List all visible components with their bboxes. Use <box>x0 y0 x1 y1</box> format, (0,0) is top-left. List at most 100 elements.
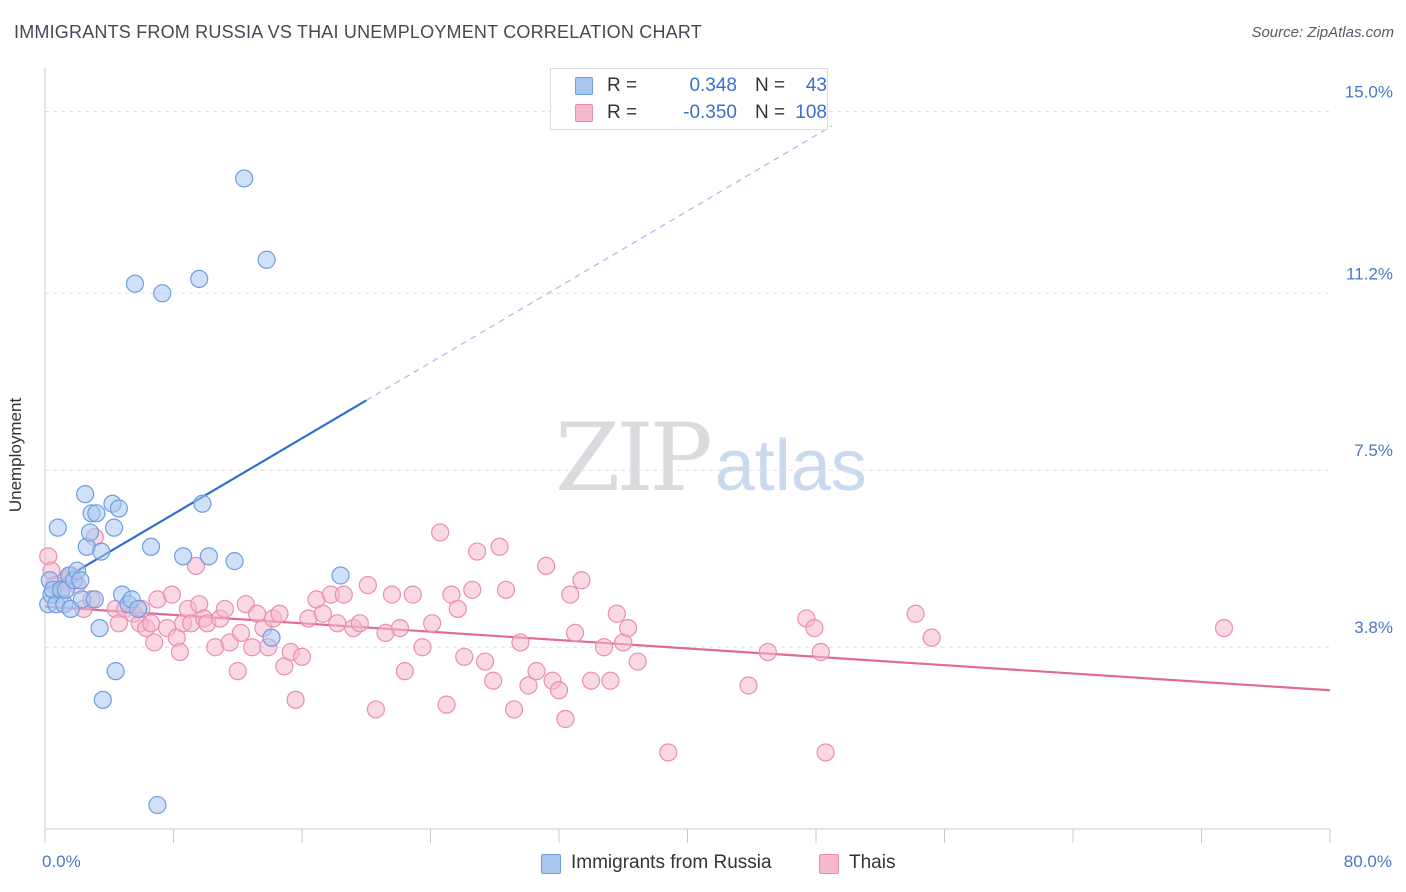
r-value: 0.348 <box>689 75 737 96</box>
thais-point <box>313 604 332 623</box>
y-tick-label: 7.5% <box>1354 441 1393 460</box>
thais-point <box>455 647 474 666</box>
russia-point <box>93 690 112 709</box>
russia-point <box>190 269 209 289</box>
russia-point <box>90 618 109 638</box>
thais-point <box>431 523 450 542</box>
thais-point <box>292 647 312 666</box>
y-tick-labels: 3.8% 7.5% 11.2% 15.0% <box>1345 82 1393 637</box>
russia-point <box>262 628 281 647</box>
thais-point <box>423 614 442 633</box>
russia-point <box>80 523 100 542</box>
thais-point <box>601 671 620 690</box>
russia-point <box>331 566 350 585</box>
n-value: 108 <box>795 102 827 123</box>
russia-point <box>129 599 148 619</box>
legend-label-russia: Immigrants from Russia <box>571 852 772 873</box>
russia-point <box>225 552 244 571</box>
thais-point <box>922 628 941 647</box>
legend-swatch-thais <box>819 854 839 874</box>
russia-point <box>141 537 161 556</box>
thais-point <box>519 676 538 695</box>
thais-point <box>758 642 777 662</box>
thais-point <box>463 580 482 599</box>
thais-point <box>170 642 190 662</box>
r-value: -0.350 <box>683 102 737 123</box>
thais-point <box>350 614 369 633</box>
russia-trend-extension <box>365 125 833 401</box>
thais-point <box>572 571 591 590</box>
x-tick-label-min: 0.0% <box>42 852 81 871</box>
russia-point <box>85 590 104 609</box>
legend-label-thais: Thais <box>849 852 896 873</box>
y-axis-label: Unemployment <box>6 397 25 513</box>
russia-point <box>153 284 172 303</box>
thais-point <box>549 681 569 700</box>
legend-swatch-russia <box>541 854 561 874</box>
r-label: R = <box>607 75 638 96</box>
thais-point <box>328 614 347 633</box>
thais-point <box>413 638 432 657</box>
thais-point <box>145 633 164 652</box>
axes <box>44 68 1331 843</box>
thais-point <box>811 642 830 662</box>
thais-point <box>286 690 305 709</box>
russia-point <box>125 274 145 293</box>
thais-point <box>231 623 251 642</box>
thais-point <box>1214 618 1234 638</box>
thais-point <box>537 556 556 576</box>
thais-point <box>561 585 580 604</box>
thais-point <box>484 671 503 690</box>
russia-point <box>92 542 111 561</box>
russia-swatch <box>575 77 593 95</box>
thais-point <box>594 638 614 657</box>
thais-point <box>607 604 626 623</box>
thais-point <box>504 700 524 719</box>
russia-point <box>106 662 125 681</box>
russia-point <box>76 485 95 504</box>
russia-point <box>87 504 106 523</box>
thais-point <box>186 556 206 576</box>
y-tick-label: 15.0% <box>1345 82 1393 101</box>
thais-point <box>390 618 410 638</box>
thais-point <box>243 638 262 657</box>
thais-swatch <box>575 104 593 122</box>
thais-point <box>366 700 385 719</box>
thais-point <box>565 623 585 642</box>
russia-point <box>235 169 254 188</box>
thais-point <box>437 695 456 714</box>
thais-point <box>805 618 824 638</box>
data-points <box>39 169 1234 815</box>
n-label: N = <box>755 102 786 123</box>
legend: Immigrants from Russia Thais <box>0 852 1406 878</box>
y-tick-label: 11.2% <box>1346 264 1393 283</box>
thais-point <box>476 652 495 671</box>
thais-point <box>270 604 289 623</box>
russia-point <box>104 518 124 537</box>
russia-point <box>71 571 90 590</box>
thais-point <box>490 537 509 556</box>
russia-point <box>199 547 218 566</box>
r-label: R = <box>607 102 638 123</box>
thais-point <box>511 633 530 652</box>
russia-point <box>148 795 167 815</box>
correlation-stats-box: R = 0.348 N = 43 R = -0.350 N = 108 <box>550 68 828 130</box>
russia-point <box>48 518 67 537</box>
thais-point <box>496 580 516 599</box>
y-tick-label: 3.8% <box>1354 618 1393 637</box>
thais-point <box>582 671 601 690</box>
thais-point <box>467 542 487 561</box>
thais-point <box>659 743 678 762</box>
thais-point <box>448 599 467 619</box>
thais-point <box>395 662 414 681</box>
russia-point <box>174 547 193 566</box>
thais-point <box>628 652 647 671</box>
thais-point <box>162 585 181 604</box>
thais-point <box>906 604 925 623</box>
n-value: 43 <box>805 75 827 96</box>
chart-source: Source: ZipAtlas.com <box>1251 24 1394 41</box>
thais-point <box>403 585 422 604</box>
thais-point <box>816 743 835 762</box>
russia-point <box>257 250 276 269</box>
